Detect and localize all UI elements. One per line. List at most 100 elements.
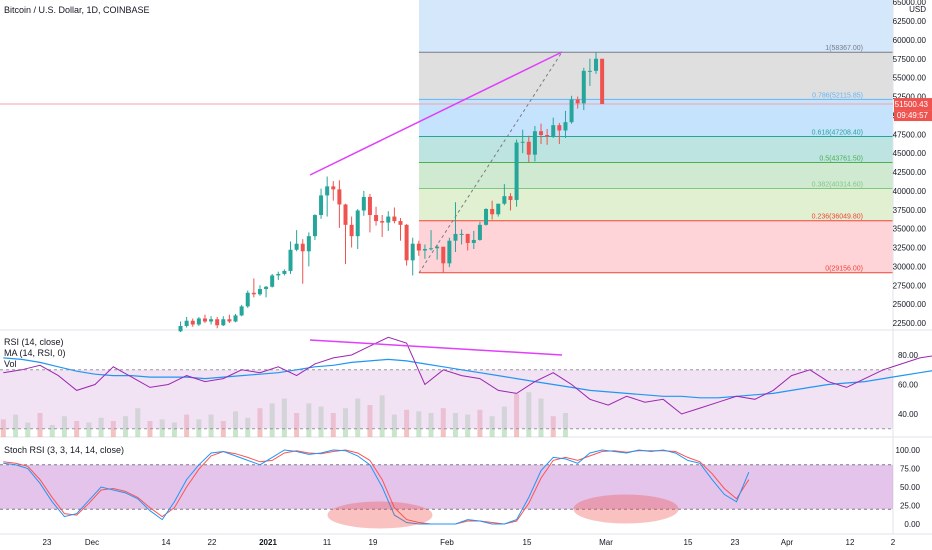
- candle-body: [178, 326, 183, 332]
- volume-bar: [25, 422, 31, 437]
- stoch-tick-label: 75.00: [900, 465, 921, 474]
- volume-bar: [538, 398, 544, 437]
- fib-level-label: 1(58367.00): [825, 45, 863, 52]
- rsi-line: [3, 336, 932, 415]
- fibonacci-retracement[interactable]: 1(58367.00) 0.786(52115.85) 0.618(47208.40…: [419, 0, 893, 274]
- price-tick-label: 52500.00: [893, 93, 927, 102]
- volume-bar: [416, 411, 422, 437]
- volume-bar: [184, 414, 190, 437]
- stoch-tick-label: 100.00: [896, 446, 921, 455]
- volume-bar: [147, 421, 153, 437]
- volume-bars: [0, 392, 568, 437]
- countdown-label: 09:49:57: [897, 111, 929, 120]
- candle-body: [545, 135, 550, 137]
- volume-bar: [13, 414, 19, 437]
- price-tick-label: 22500.00: [893, 319, 927, 328]
- volume-bar: [562, 413, 568, 437]
- highlight-ellipse: [327, 501, 433, 529]
- volume-bar: [355, 398, 361, 437]
- volume-bar: [391, 414, 397, 437]
- candle-body: [184, 320, 189, 327]
- last-price-label: 51500.43: [895, 100, 929, 109]
- volume-bar: [367, 405, 373, 437]
- stoch-tick-label: 0.00: [904, 520, 920, 529]
- candle-body: [490, 208, 495, 215]
- volume-bar: [501, 406, 507, 437]
- stoch-rsi-pane: [0, 449, 893, 525]
- candle-body: [465, 233, 470, 243]
- rsi-tick-label: 40.00: [898, 410, 919, 419]
- candle-body: [209, 319, 214, 322]
- candle-body: [343, 204, 348, 225]
- candle-body: [294, 243, 299, 250]
- price-tick-label: 30000.00: [893, 262, 927, 271]
- volume-bar: [318, 406, 324, 437]
- volume-bar: [98, 417, 104, 437]
- candle-body: [251, 292, 256, 295]
- pane-separators: [0, 0, 932, 535]
- vol-title: Vol: [4, 359, 17, 369]
- rsi-tick-label: 80.00: [898, 351, 919, 360]
- volume-bar: [343, 408, 348, 437]
- candle-body: [484, 208, 489, 225]
- fib-level-label: 0(29156.00): [825, 266, 863, 273]
- countdown-badge: [894, 110, 932, 122]
- candle-body: [600, 58, 605, 105]
- time-tick-label: 2: [891, 538, 896, 547]
- rsi-title: RSI (14, close): [4, 337, 64, 347]
- candle-body: [331, 186, 336, 190]
- time-tick-label: Mar: [599, 538, 613, 547]
- volume-bar: [440, 408, 446, 437]
- candle-body: [496, 203, 501, 215]
- fib-zone: [419, 99, 893, 137]
- volume-bar: [49, 425, 55, 437]
- rsi-tick-label: 60.00: [898, 381, 919, 390]
- candle-body: [398, 221, 403, 225]
- candle-body: [190, 320, 195, 325]
- candle-body: [459, 233, 464, 235]
- candle-body: [239, 306, 244, 316]
- drawings[interactable]: [309, 51, 679, 529]
- candle-body: [404, 224, 409, 261]
- candle-body: [435, 246, 440, 249]
- volume-bar: [294, 413, 300, 437]
- time-tick-label: 23: [731, 538, 740, 547]
- price-tick-label: 55000.00: [893, 74, 927, 83]
- price-tick-label: 60000.00: [893, 36, 927, 45]
- fib-level-label: 0.236(36049.80): [812, 214, 863, 221]
- candle-body: [477, 224, 482, 240]
- candle-body: [349, 224, 354, 237]
- candle-body: [306, 236, 311, 252]
- fib-level-label: 0.5(43761.50): [819, 155, 863, 162]
- candle-body: [569, 99, 574, 123]
- rsi-pane: [0, 336, 932, 430]
- candle-body: [233, 315, 238, 322]
- fib-zone: [419, 136, 893, 163]
- candle-body: [282, 270, 287, 274]
- axes: 65000.00 62500.00 60000.00 57500.00 55000.00…: [43, 0, 932, 547]
- candle-body: [215, 319, 220, 326]
- candle-body: [594, 58, 599, 71]
- candle-body: [355, 210, 360, 237]
- candle-body: [471, 239, 476, 243]
- volume-bar: [123, 416, 129, 437]
- candle-body: [514, 142, 519, 200]
- volume-bar: [37, 413, 43, 437]
- candle-body: [319, 195, 324, 216]
- candle-body: [539, 131, 544, 136]
- time-tick-label: 23: [43, 538, 52, 547]
- volume-bar: [550, 416, 556, 437]
- rsi-trend-line: [309, 339, 563, 356]
- candle-body: [380, 221, 385, 223]
- candle-body: [337, 189, 342, 205]
- volume-bar: [452, 413, 458, 437]
- candle-body: [526, 141, 531, 155]
- trend-line: [309, 51, 563, 176]
- price-tick-label: 47500.00: [893, 130, 927, 139]
- candle-body: [447, 240, 452, 264]
- stoch-title: Stoch RSI (3, 3, 14, 14, close): [4, 445, 125, 455]
- candle-body: [300, 243, 305, 252]
- candle-body: [563, 122, 568, 131]
- candle-body: [392, 216, 397, 222]
